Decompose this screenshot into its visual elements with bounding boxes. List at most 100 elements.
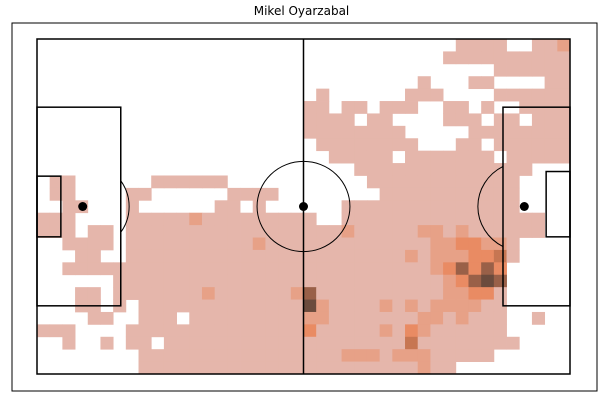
heatmap-cell <box>189 336 203 350</box>
heatmap-cell <box>354 336 368 350</box>
heatmap-cell <box>163 175 177 189</box>
heatmap-cell <box>328 249 342 263</box>
heatmap-cell <box>366 299 381 313</box>
heatmap-cell <box>138 361 152 375</box>
heatmap-cell <box>455 101 469 114</box>
heatmap-cell <box>544 150 558 164</box>
heatmap-cell <box>163 361 177 375</box>
heatmap-cell <box>443 150 457 164</box>
heatmap-cell <box>341 324 355 338</box>
heatmap-cell <box>341 361 355 375</box>
heatmap-cell <box>75 237 89 251</box>
heatmap-cell <box>430 249 444 263</box>
heatmap-cell <box>417 150 431 164</box>
heatmap-cell <box>417 274 431 288</box>
heatmap-cell <box>531 125 546 139</box>
heatmap-cell <box>366 237 381 251</box>
heatmap-cell <box>430 212 444 226</box>
heatmap-cell <box>227 299 241 313</box>
heatmap-cell <box>316 225 330 238</box>
heatmap-cell <box>417 212 431 226</box>
heatmap-cell <box>493 187 507 201</box>
heatmap-cell <box>151 262 165 276</box>
heatmap-cell <box>506 212 520 226</box>
heatmap-cell <box>125 336 139 350</box>
heatmap-cell <box>443 287 457 300</box>
heatmap-cell <box>519 88 533 102</box>
heatmap-cell <box>557 88 571 102</box>
heatmap-cell <box>303 249 317 263</box>
heatmap-cell <box>443 163 457 176</box>
heatmap-cell <box>443 51 457 65</box>
heatmap-cell <box>379 212 393 226</box>
heatmap-cell <box>430 311 444 325</box>
heatmap-cell <box>265 361 279 375</box>
heatmap-cell <box>531 138 546 152</box>
heatmap-cell <box>303 349 317 362</box>
heatmap-cell <box>405 212 419 226</box>
heatmap-cell <box>328 113 342 127</box>
heatmap-cell <box>481 187 495 201</box>
heatmap-cell <box>341 150 355 164</box>
heatmap-cell <box>87 287 101 300</box>
left-penalty-spot <box>78 202 88 211</box>
heatmap-cell <box>430 200 444 214</box>
heatmap-cell <box>481 101 495 114</box>
heatmap-cell <box>506 63 520 77</box>
heatmap-cell <box>328 287 342 300</box>
heatmap-cell <box>214 225 228 238</box>
heatmap-cell <box>379 150 393 164</box>
heatmap-cell <box>163 237 177 251</box>
heatmap-cell <box>379 125 393 139</box>
heatmap-cell <box>455 249 469 263</box>
heatmap-cell <box>125 225 139 238</box>
heatmap-cell <box>392 349 406 362</box>
heatmap-cell <box>417 299 431 313</box>
heatmap-cell <box>354 262 368 276</box>
heatmap-cell <box>189 212 203 226</box>
heatmap-cell <box>455 113 469 127</box>
heatmap-cell <box>366 324 381 338</box>
heatmap-cell <box>417 237 431 251</box>
heatmap-cell <box>354 361 368 375</box>
heatmap-cell <box>493 324 507 338</box>
heatmap-cell <box>240 299 254 313</box>
heatmap-cell <box>240 361 254 375</box>
heatmap-cell <box>405 225 419 238</box>
heatmap-cell <box>341 138 355 152</box>
heatmap-cell <box>341 101 355 114</box>
heatmap-cell <box>354 225 368 238</box>
heatmap-cell <box>443 200 457 214</box>
heatmap-cell <box>506 225 520 238</box>
heatmap-cell <box>138 212 152 226</box>
heatmap-cell <box>201 249 216 263</box>
heatmap-cell <box>138 187 152 201</box>
heatmap-cell <box>366 225 381 238</box>
heatmap-cell <box>468 274 482 288</box>
heatmap-cell <box>328 274 342 288</box>
heatmap-cell <box>240 324 254 338</box>
heatmap-cell <box>506 237 520 251</box>
heatmap-cell <box>328 299 342 313</box>
heatmap-cell <box>176 249 190 263</box>
heatmap-cell <box>240 274 254 288</box>
heatmap-cell <box>366 311 381 325</box>
heatmap-cell <box>506 175 520 189</box>
heatmap-cell <box>49 212 63 226</box>
heatmap-cell <box>557 63 571 77</box>
heatmap-cell <box>290 287 304 300</box>
heatmap-cell <box>366 113 381 127</box>
heatmap-cell <box>316 125 330 139</box>
heatmap-cell <box>75 249 89 263</box>
heatmap-cell <box>341 113 355 127</box>
heatmap-cell <box>138 324 152 338</box>
heatmap-cell <box>303 125 317 139</box>
heatmap-cell <box>163 287 177 300</box>
heatmap-cell <box>392 249 406 263</box>
heatmap-cell <box>125 262 139 276</box>
heatmap-cell <box>455 336 469 350</box>
heatmap-cell <box>125 249 139 263</box>
heatmap-cell <box>189 361 203 375</box>
heatmap-cell <box>354 324 368 338</box>
heatmap-cell <box>405 249 419 263</box>
